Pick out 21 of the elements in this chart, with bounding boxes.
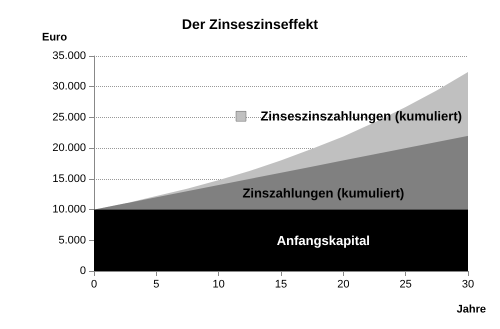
x-tick-label: 5 <box>153 278 160 290</box>
y-tick-label: 10.000 <box>52 204 86 216</box>
x-tick-label: 25 <box>400 278 412 290</box>
x-tick-label: 30 <box>462 278 474 290</box>
series-label: Anfangskapital <box>276 232 370 248</box>
y-tick-label: 20.000 <box>52 142 86 154</box>
x-tick-label: 0 <box>90 278 98 290</box>
x-tick-label: 10 <box>212 278 225 290</box>
y-tick-label: 30.000 <box>52 80 86 93</box>
series-label: Zinszahlungen (kumuliert) <box>242 186 404 200</box>
y-tick-label: 5.000 <box>58 234 86 246</box>
y-tick-label: 15.000 <box>52 172 86 185</box>
x-tick-label: 20 <box>337 278 350 290</box>
y-tick-label: 35.000 <box>52 50 86 62</box>
y-axis-title: Euro <box>42 32 68 44</box>
x-tick-label: 15 <box>274 278 288 290</box>
y-tick-label: 0 <box>80 265 86 277</box>
legend-label: Zinseszinszahlungen (kumuliert) <box>260 108 462 124</box>
chart-title: Der Zinseszinseffekt <box>182 16 318 32</box>
y-tick-label: 25.000 <box>52 111 86 124</box>
x-axis-title: Jahre <box>456 304 486 316</box>
